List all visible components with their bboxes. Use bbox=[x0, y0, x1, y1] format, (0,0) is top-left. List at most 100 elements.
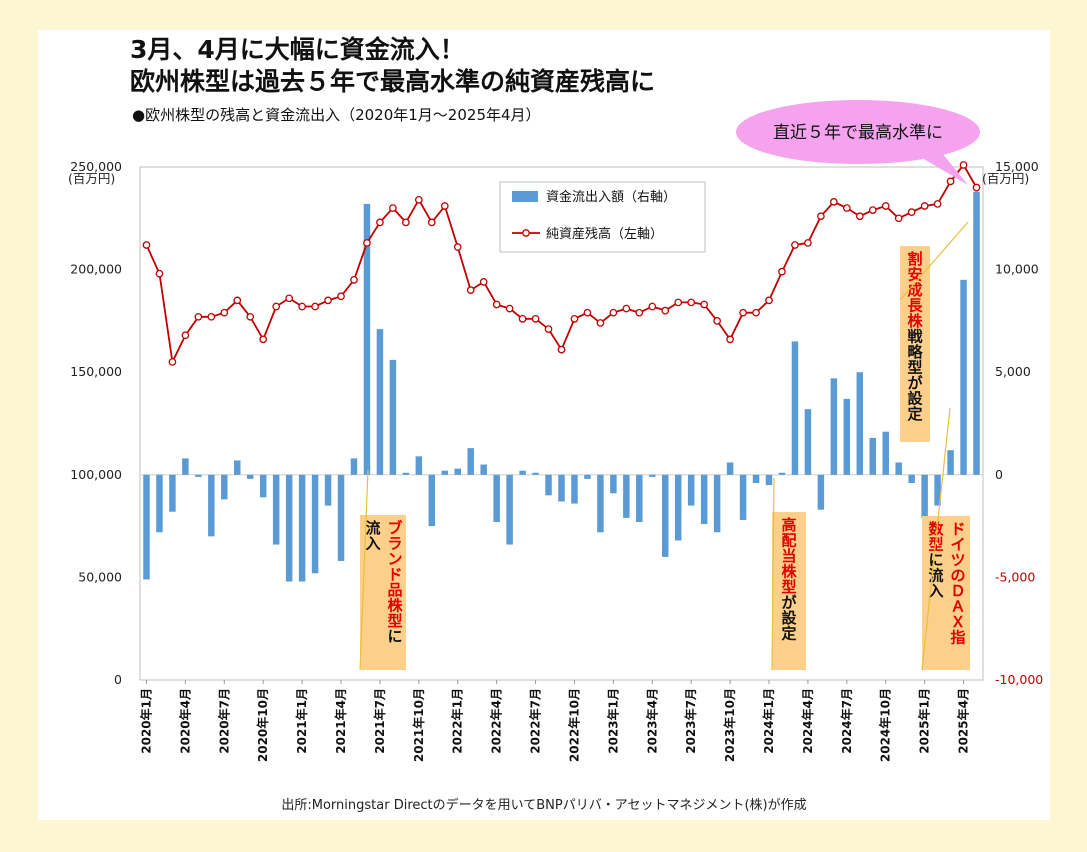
x-axis-tick-label: 2023年10月 bbox=[722, 688, 737, 762]
annotation-char: 成 bbox=[907, 281, 922, 299]
flow-bar bbox=[778, 472, 786, 475]
x-axis-tick-label: 2025年1月 bbox=[917, 688, 932, 754]
annotation-leader bbox=[359, 469, 369, 671]
flow-bar bbox=[882, 431, 889, 475]
annotation-char: 株 bbox=[907, 312, 923, 330]
flow-bar bbox=[324, 474, 332, 506]
left-axis-tick-label: 150,000 bbox=[70, 364, 122, 379]
flow-bar bbox=[869, 437, 877, 475]
flow-bar bbox=[791, 341, 799, 475]
net-assets-point bbox=[972, 183, 981, 192]
annotation-char: 型 bbox=[907, 359, 922, 377]
annotation-char: 設 bbox=[907, 390, 923, 408]
right-axis-tick-label: 0 bbox=[995, 467, 1003, 482]
flow-bar bbox=[182, 458, 189, 475]
line-series-layer bbox=[142, 161, 981, 366]
left-axis-unit: (百万円) bbox=[68, 171, 115, 186]
flow-bar bbox=[908, 474, 915, 484]
flow-bar bbox=[246, 474, 254, 479]
net-assets-point bbox=[220, 308, 229, 317]
flow-bar bbox=[519, 470, 526, 475]
net-assets-point bbox=[389, 204, 397, 212]
annotation-char: 品 bbox=[387, 581, 402, 599]
flow-bar bbox=[895, 462, 902, 475]
net-assets-point bbox=[687, 298, 696, 307]
net-assets-point bbox=[830, 198, 838, 206]
flow-bar bbox=[687, 474, 695, 506]
net-assets-point bbox=[233, 296, 242, 305]
annotation-char: が bbox=[781, 594, 797, 612]
net-assets-point bbox=[609, 308, 618, 317]
legend-bar-swatch bbox=[512, 191, 538, 202]
legend-entry-bar: 資金流出入額（右軸） bbox=[546, 189, 676, 205]
net-assets-point bbox=[311, 302, 319, 311]
net-assets-point bbox=[324, 296, 332, 305]
annotation-char: に bbox=[928, 551, 943, 569]
flow-bar bbox=[649, 474, 656, 477]
net-assets-point bbox=[635, 308, 644, 317]
net-assets-point bbox=[868, 206, 877, 214]
right-axis-tick-label: 15,000 bbox=[995, 159, 1039, 174]
flow-bar bbox=[363, 203, 371, 475]
right-axis-tick-label: -10,000 bbox=[995, 672, 1043, 687]
annotation-char: ン bbox=[387, 550, 402, 568]
annotation-char: 定 bbox=[781, 625, 796, 643]
flow-bar bbox=[376, 329, 384, 475]
net-assets-point bbox=[881, 202, 890, 210]
flow-bar bbox=[480, 464, 487, 475]
flow-bar bbox=[921, 474, 928, 518]
flow-bar bbox=[674, 474, 682, 541]
flow-bar bbox=[428, 474, 436, 527]
annotation-char: 入 bbox=[365, 535, 380, 553]
flow-bar bbox=[415, 456, 423, 475]
net-assets-point bbox=[376, 218, 384, 227]
net-assets-point bbox=[946, 177, 955, 186]
flow-bar bbox=[662, 474, 669, 557]
right-axis-unit: (百万円) bbox=[982, 171, 1029, 186]
net-assets-point bbox=[661, 306, 670, 315]
legend: 資金流出入額（右軸） 純資産残高（左軸） bbox=[499, 181, 706, 253]
net-assets-point bbox=[363, 239, 371, 247]
annotation-char: Ｄ bbox=[950, 582, 965, 600]
flow-bar bbox=[830, 378, 838, 475]
annotation-leader bbox=[771, 477, 775, 671]
annotation-char: 長 bbox=[907, 297, 923, 315]
flow-bar bbox=[636, 474, 643, 522]
annotation-char: Ｘ bbox=[950, 613, 965, 631]
x-axis-tick-label: 2021年7月 bbox=[372, 688, 387, 754]
net-assets-point bbox=[570, 314, 579, 323]
flow-bar bbox=[532, 472, 539, 475]
net-assets-point bbox=[531, 314, 540, 323]
flow-bar bbox=[960, 279, 967, 475]
title-line-2: 欧州株型は過去５年で最高水準の純資産残高に bbox=[130, 67, 656, 96]
flow-bar bbox=[467, 448, 474, 475]
net-assets-point bbox=[272, 302, 281, 311]
annotation-char: 当 bbox=[781, 547, 796, 565]
flow-bar bbox=[143, 474, 150, 580]
annotation-char: が bbox=[907, 374, 923, 392]
net-assets-point bbox=[765, 296, 773, 305]
flow-bar bbox=[558, 474, 565, 502]
flow-bar bbox=[337, 474, 345, 561]
annotation-leader bbox=[899, 221, 969, 301]
net-assets-point bbox=[402, 218, 410, 227]
net-assets-point bbox=[933, 200, 942, 208]
x-axis-tick-label: 2021年4月 bbox=[333, 688, 348, 754]
net-assets-point bbox=[817, 212, 825, 221]
flow-bar bbox=[169, 474, 176, 512]
flow-bar bbox=[700, 474, 708, 525]
net-assets-point bbox=[713, 317, 721, 325]
net-assets-point bbox=[440, 202, 449, 210]
net-assets-point bbox=[778, 267, 786, 276]
net-assets-point bbox=[155, 269, 164, 278]
left-axis-tick-label: 100,000 bbox=[70, 467, 122, 482]
bar-series-layer bbox=[143, 191, 980, 582]
annotation-char: ブ bbox=[387, 519, 402, 537]
flow-bar bbox=[934, 474, 941, 506]
chart-card: 3月、4月に大幅に資金流入！ 欧州株型は過去５年で最高水準の純資産残高に ●欧州… bbox=[38, 30, 1050, 820]
chart-title: 3月、4月に大幅に資金流入！ 欧州株型は過去５年で最高水準の純資産残高に bbox=[130, 34, 655, 98]
annotation-char: 指 bbox=[950, 629, 965, 647]
right-axis-tick-label: -5,000 bbox=[995, 569, 1035, 584]
net-assets-point bbox=[453, 243, 462, 251]
net-assets-point bbox=[194, 312, 203, 321]
